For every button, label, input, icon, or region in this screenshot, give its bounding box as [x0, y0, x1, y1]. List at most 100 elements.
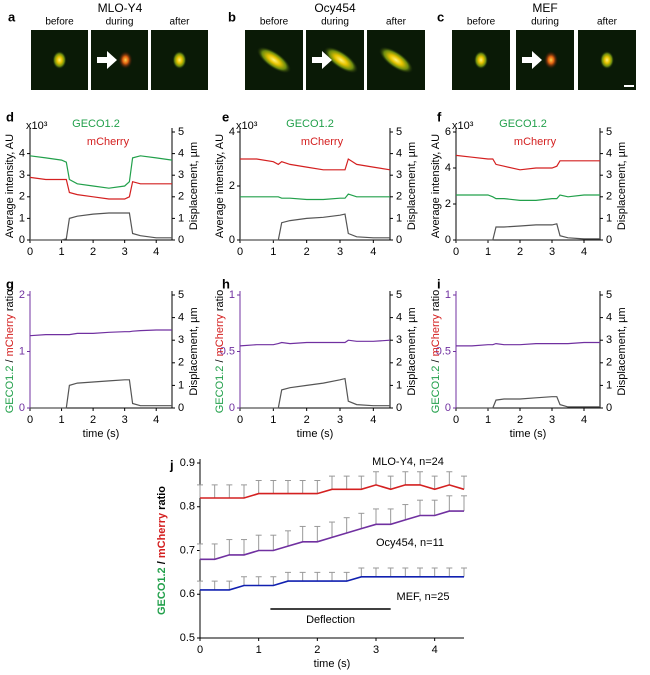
- panel-letter: i: [437, 276, 441, 291]
- x-tick-label: 4: [153, 414, 159, 426]
- error-bar: [402, 567, 409, 577]
- error-bar: [197, 543, 203, 560]
- arrow: [97, 51, 117, 69]
- frame-label: after: [386, 17, 407, 28]
- error-bar: [431, 567, 438, 577]
- x-tick-label: 4: [370, 414, 376, 426]
- y-tick-label: 0: [229, 402, 235, 414]
- error-bar: [387, 567, 394, 577]
- legend-label: mCherry: [87, 136, 130, 148]
- y2-tick-label: 5: [396, 289, 402, 301]
- error-bar: [299, 480, 306, 494]
- y2-tick-label: 1: [396, 212, 402, 224]
- error-bar: [343, 517, 350, 533]
- y-axis-label: GECO1.2 / mCherry ratio: [430, 290, 442, 414]
- y-tick-label: 2: [445, 198, 451, 210]
- series-line: [240, 213, 390, 241]
- x-axis-label: time (s): [83, 428, 120, 440]
- y2-tick-label: 1: [178, 212, 184, 224]
- y-tick-label: 0: [19, 402, 25, 414]
- frame-label: before: [260, 17, 289, 28]
- series-line: [200, 510, 464, 561]
- series-line: [240, 158, 391, 171]
- y-axis-label-part: GECO1.2: [430, 366, 442, 414]
- error-bar: [270, 534, 277, 551]
- x-tick-label: 4: [432, 644, 438, 656]
- y-tick-label: 0.6: [180, 588, 195, 600]
- frame-label: before: [45, 17, 74, 28]
- x-tick-label: 2: [90, 414, 96, 426]
- x-tick-label: 4: [153, 246, 159, 258]
- series-line: [30, 212, 172, 241]
- x-tick-label: 2: [304, 414, 310, 426]
- y-tick-label: 1: [19, 212, 25, 224]
- y-unit-label: x10³: [26, 120, 48, 132]
- y2-axis-label: Displacement, µm: [188, 142, 200, 230]
- y2-tick-label: 4: [606, 312, 612, 324]
- y-tick-label: 4: [229, 126, 235, 138]
- x-tick-label: 3: [549, 414, 555, 426]
- cell: [378, 46, 414, 74]
- error-bar: [446, 495, 453, 512]
- error-bar: [241, 539, 247, 555]
- error-bar: [299, 571, 306, 582]
- x-tick-label: 0: [237, 414, 243, 426]
- error-bar: [285, 480, 291, 494]
- error-bar: [255, 480, 262, 494]
- y-tick-label: 2: [19, 289, 25, 301]
- x-tick-label: 4: [581, 246, 587, 258]
- error-bar: [226, 484, 233, 498]
- y-axis-label: GECO1.2 / mCherry ratio: [4, 290, 16, 414]
- error-bar: [255, 534, 262, 551]
- x-tick-label: 2: [517, 414, 523, 426]
- error-bar: [299, 525, 306, 542]
- frame-label: during: [531, 17, 559, 28]
- y2-tick-label: 4: [178, 312, 184, 324]
- y-tick-label: 0: [445, 402, 451, 414]
- frame-label: before: [467, 17, 496, 28]
- y2-tick-label: 1: [178, 379, 184, 391]
- y-tick-label: 4: [19, 148, 25, 160]
- y2-tick-label: 3: [606, 169, 612, 181]
- x-axis-label: time (s): [314, 658, 351, 670]
- cell: [172, 51, 187, 69]
- y2-axis-label: Displacement, µm: [616, 142, 628, 230]
- y2-tick-label: 5: [606, 126, 612, 138]
- panel-title: MLO-Y4: [98, 1, 143, 15]
- error-bar: [255, 576, 262, 586]
- error-bar: [270, 576, 277, 586]
- y-axis-label-part: /: [430, 359, 442, 363]
- y-axis-label-part: GECO1.2: [156, 567, 168, 615]
- cell: [52, 51, 67, 69]
- error-bar: [211, 484, 218, 498]
- error-bar: [211, 543, 218, 560]
- series-line: [29, 176, 172, 200]
- error-bar: [343, 475, 350, 490]
- x-tick-label: 0: [453, 414, 459, 426]
- error-bar: [431, 499, 438, 516]
- y-tick-label: 1: [229, 289, 235, 301]
- y2-tick-label: 4: [396, 312, 402, 324]
- frame-label: during: [106, 17, 134, 28]
- error-bar: [270, 480, 277, 494]
- y2-tick-label: 2: [178, 357, 184, 369]
- x-tick-label: 3: [373, 644, 379, 656]
- series-line: [30, 379, 172, 409]
- cell: [474, 51, 488, 69]
- panel-letter: b: [228, 9, 236, 24]
- y-axis-label: Average intensity, AU: [214, 134, 226, 238]
- y-tick-label: 4: [445, 162, 451, 174]
- error-bar: [417, 499, 423, 516]
- y2-axis-label: Displacement, µm: [616, 307, 628, 395]
- legend-label: GECO1.2: [72, 118, 120, 130]
- y2-tick-label: 3: [396, 169, 402, 181]
- y2-tick-label: 5: [178, 126, 184, 138]
- y-axis-label-part: ratio: [430, 290, 442, 311]
- y2-tick-label: 2: [178, 191, 184, 203]
- y2-tick-label: 0: [606, 402, 612, 414]
- error-bar: [387, 508, 394, 525]
- arrow: [522, 51, 542, 69]
- panel-letter: f: [437, 109, 442, 124]
- x-tick-label: 0: [453, 246, 459, 258]
- y-axis-label-part: /: [156, 561, 168, 564]
